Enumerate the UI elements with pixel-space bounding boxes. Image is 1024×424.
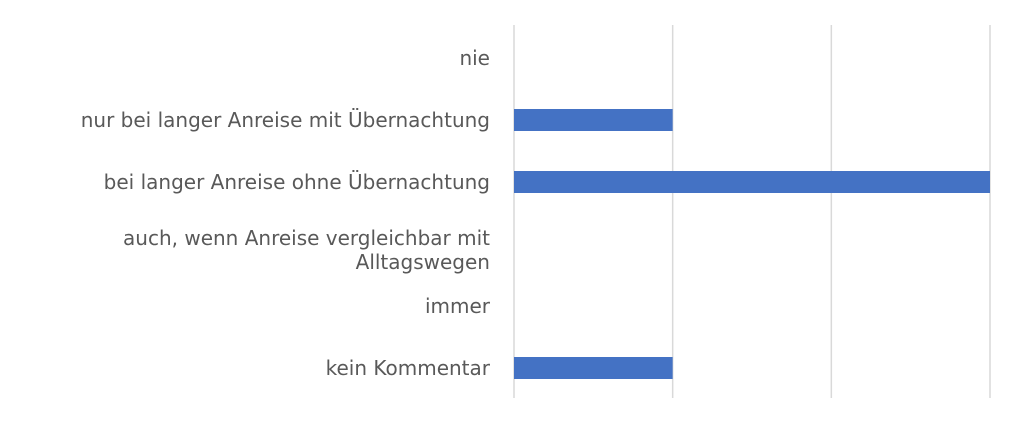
category-label-4: immer [20, 294, 490, 318]
category-label-line: kein Kommentar [325, 356, 490, 380]
category-label-5: kein Kommentar [20, 356, 490, 380]
category-label-2: bei langer Anreise ohne Übernachtung [20, 170, 490, 194]
category-label-line: auch, wenn Anreise vergleichbar mit [123, 226, 490, 250]
category-label-line: bei langer Anreise ohne Übernachtung [103, 170, 490, 194]
category-label-line: Alltagswegen [355, 250, 490, 274]
category-label-0: nie [20, 46, 490, 70]
bar-2 [514, 171, 990, 193]
category-label-1: nur bei langer Anreise mit Übernachtung [20, 108, 490, 132]
category-label-line: nie [459, 46, 490, 70]
bar-5 [514, 357, 673, 379]
category-label-line: nur bei langer Anreise mit Übernachtung [80, 108, 490, 132]
bar-1 [514, 109, 673, 131]
category-label-line: immer [424, 294, 490, 318]
category-label-3: auch, wenn Anreise vergleichbar mit Allta… [20, 226, 490, 274]
